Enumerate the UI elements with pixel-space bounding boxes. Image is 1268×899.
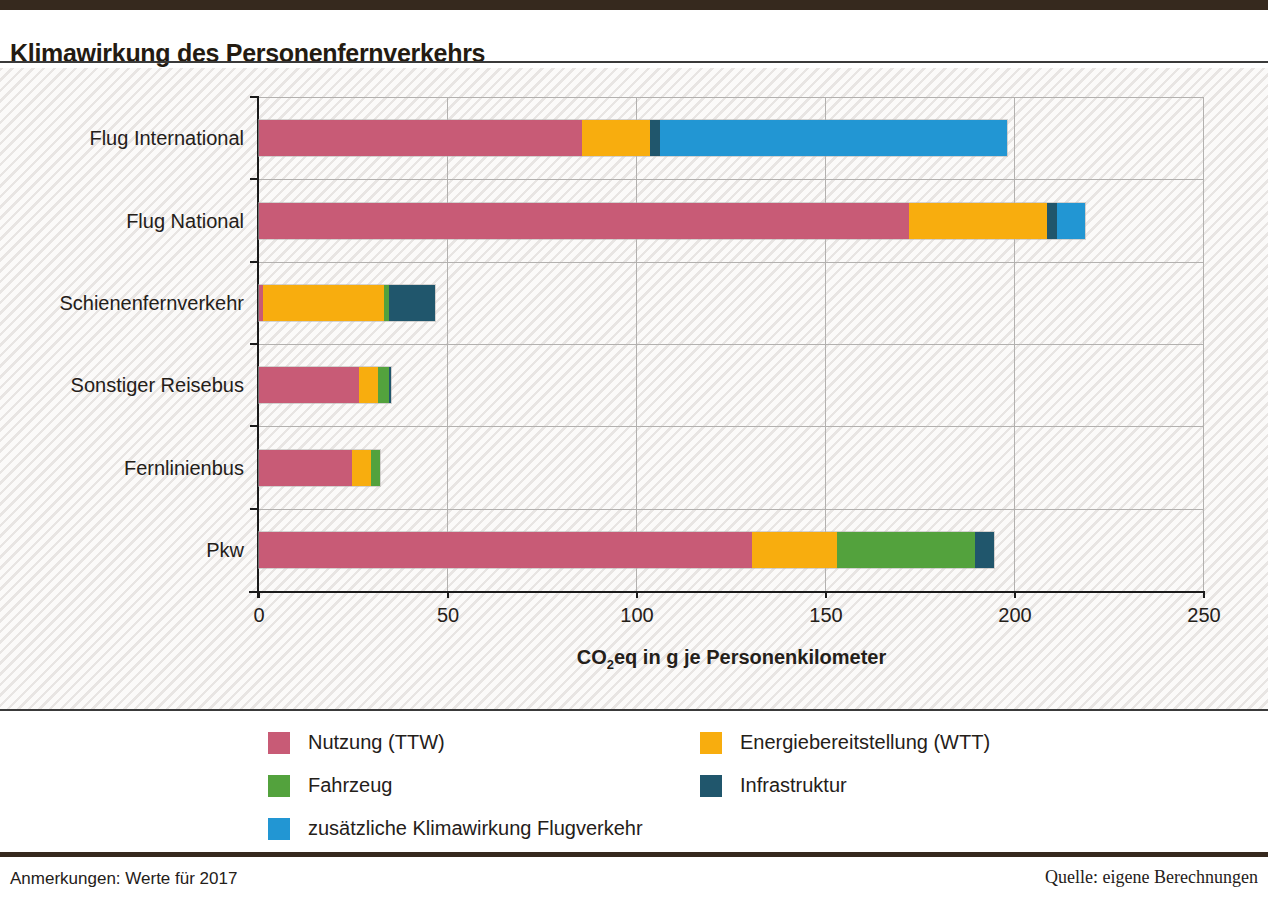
stacked-bar-6: [259, 532, 994, 568]
legend-item: Energiebereitstellung (WTT): [700, 731, 990, 754]
legend-label: Fahrzeug: [308, 774, 393, 797]
x-tick-label: 250: [1187, 604, 1220, 627]
top-accent-bar: [0, 0, 1268, 10]
x-axis-tick: [258, 591, 260, 598]
x-tick-label: 200: [998, 604, 1031, 627]
category-label-5: Fernlinienbus: [124, 456, 244, 479]
legend-label: Infrastruktur: [740, 774, 847, 797]
y-axis-tick: [250, 96, 259, 98]
footer-divider: [0, 852, 1268, 857]
x-axis-tick: [1203, 591, 1205, 598]
stacked-bar-3: [259, 285, 435, 321]
x-axis-line: [249, 591, 1204, 593]
legend-item: Fahrzeug: [268, 774, 393, 797]
bar-segment: [1047, 203, 1056, 239]
title-divider: [0, 61, 1268, 63]
y-axis-line: [257, 97, 259, 598]
legend-swatch: [268, 775, 290, 797]
x-axis-title-post: eq in g je Personenkilometer: [614, 646, 886, 668]
chart-panel: CO2eq in g je Personenkilometer 0 50 100 15…: [0, 68, 1268, 711]
bar-segment: [263, 285, 384, 321]
y-axis-tick: [250, 261, 259, 263]
row-gridline: [259, 509, 1204, 510]
bar-segment: [837, 532, 975, 568]
legend-swatch: [700, 775, 722, 797]
y-axis-tick: [250, 508, 259, 510]
legend-item: zusätzliche Klimawirkung Flugverkehr: [268, 817, 643, 840]
y-axis-tick: [250, 425, 259, 427]
y-axis-tick: [250, 343, 259, 345]
category-label-2: Flug National: [126, 209, 244, 232]
x-tick-label: 100: [620, 604, 653, 627]
category-label-1: Flug International: [89, 127, 244, 150]
legend-label: Nutzung (TTW): [308, 731, 445, 754]
bar-segment: [975, 532, 994, 568]
x-axis-title: CO2eq in g je Personenkilometer: [577, 646, 887, 672]
x-axis-tick: [1014, 591, 1016, 598]
stacked-bar-4: [259, 367, 391, 403]
footer-note: Anmerkungen: Werte für 2017: [10, 869, 237, 889]
bar-segment: [259, 450, 352, 486]
bar-segment: [259, 367, 359, 403]
x-tick-label: 150: [809, 604, 842, 627]
x-axis-title-pre: CO: [577, 646, 607, 668]
x-axis-tick: [636, 591, 638, 598]
row-gridline: [259, 97, 1204, 98]
bar-segment: [660, 120, 1008, 156]
category-label-4: Sonstiger Reisebus: [71, 374, 244, 397]
bar-segment: [582, 120, 650, 156]
bar-segment: [359, 367, 378, 403]
category-label-6: Pkw: [206, 538, 244, 561]
bar-segment: [909, 203, 1047, 239]
x-tick-label: 50: [437, 604, 459, 627]
chart-figure: Klimawirkung des Personenfernverkehrs CO…: [0, 0, 1268, 899]
bar-segment: [378, 367, 389, 403]
legend-item: Nutzung (TTW): [268, 731, 445, 754]
page-title: Klimawirkung des Personenfernverkehrs: [10, 39, 485, 68]
bar-segment: [752, 532, 837, 568]
y-axis-tick: [250, 178, 259, 180]
bar-segment: [259, 532, 752, 568]
legend-swatch: [700, 732, 722, 754]
row-gridline: [259, 262, 1204, 263]
stacked-bar-2: [259, 203, 1085, 239]
legend-label: zusätzliche Klimawirkung Flugverkehr: [308, 817, 643, 840]
footer-source: Quelle: eigene Berechnungen: [1045, 867, 1258, 888]
legend-label: Energiebereitstellung (WTT): [740, 731, 990, 754]
legend-item: Infrastruktur: [700, 774, 847, 797]
x-axis-tick: [825, 591, 827, 598]
row-gridline: [259, 179, 1204, 180]
bar-segment: [259, 203, 909, 239]
bar-segment: [371, 450, 380, 486]
stacked-bar-5: [259, 450, 380, 486]
legend-swatch: [268, 818, 290, 840]
legend-swatch: [268, 732, 290, 754]
plot-area: CO2eq in g je Personenkilometer 05010015…: [259, 97, 1204, 591]
row-gridline: [259, 344, 1204, 345]
x-axis-tick: [447, 591, 449, 598]
bar-segment: [389, 285, 434, 321]
bar-segment: [352, 450, 371, 486]
bar-segment: [1057, 203, 1085, 239]
x-tick-label: 0: [253, 604, 264, 627]
bar-segment: [650, 120, 659, 156]
bar-segment: [389, 367, 391, 403]
bar-segment: [259, 120, 582, 156]
stacked-bar-1: [259, 120, 1007, 156]
category-label-3: Schienenfernverkehr: [59, 291, 244, 314]
row-gridline: [259, 426, 1204, 427]
